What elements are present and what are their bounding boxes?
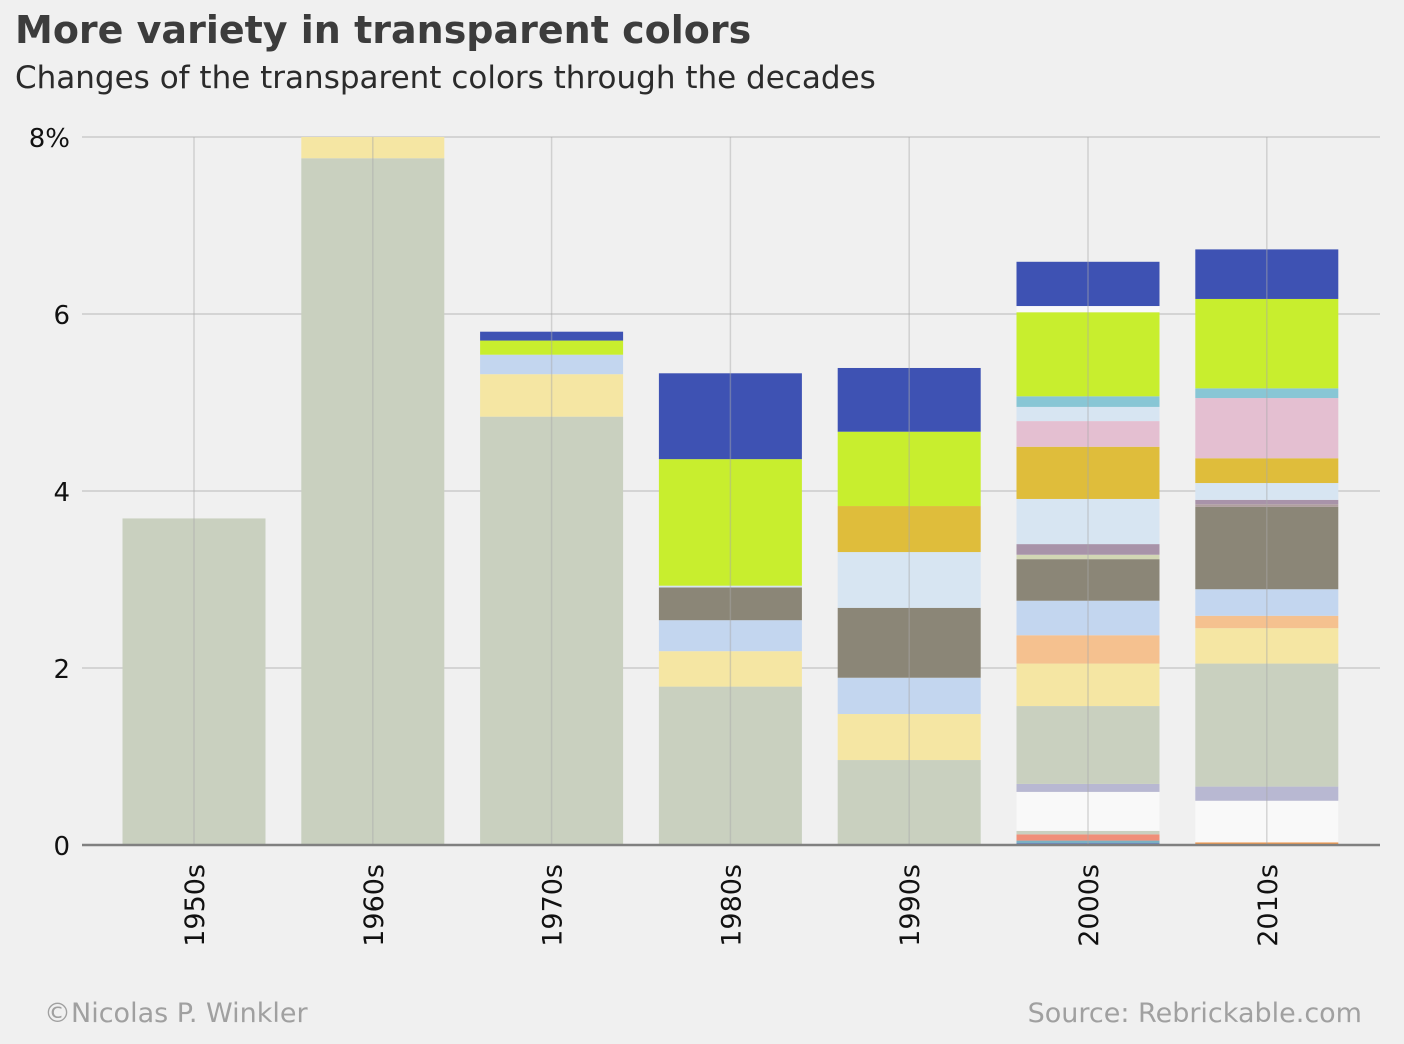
bar-segment — [1016, 791, 1160, 831]
bar-segment — [1195, 398, 1339, 459]
x-tick-label: 1950s — [180, 864, 211, 947]
footer-credit: ©Nicolas P. Winkler — [44, 998, 308, 1029]
bar-segment — [480, 331, 624, 341]
bar-segment — [837, 506, 981, 553]
bar-segment — [1195, 483, 1339, 500]
bar-segment — [658, 459, 802, 586]
overlay-layer: 0 2 4 6 8% 1950s 1960s 1970s 1980s 1990s 2000s 2010… — [29, 124, 1380, 947]
footer-source: Source: Rebrickable.com — [1027, 998, 1362, 1029]
bar-segment — [658, 686, 802, 845]
bar-segment — [1195, 499, 1339, 505]
bar-segment — [1195, 298, 1339, 389]
bar-segment — [1016, 544, 1160, 555]
bar-segment — [1016, 830, 1160, 835]
bar-segment — [1195, 458, 1339, 484]
bar-segment — [658, 587, 802, 621]
bar-segment — [1016, 554, 1160, 560]
bar-segment — [837, 714, 981, 761]
bar-segment — [301, 137, 445, 159]
bar-segment — [1016, 600, 1160, 636]
bar-segment — [480, 416, 624, 845]
bar-segment — [1195, 615, 1339, 629]
x-tick-label: 1990s — [895, 864, 926, 947]
bar-segment — [1016, 261, 1160, 307]
bar-segment — [658, 651, 802, 687]
bar-segment — [1195, 506, 1339, 590]
chart-subtitle: Changes of the transparent colors throug… — [15, 60, 876, 96]
bar-segment — [1016, 306, 1160, 313]
y-tick-label: 4 — [53, 478, 70, 508]
x-tick-label: 2000s — [1074, 864, 1105, 947]
bar-segment — [1195, 842, 1339, 845]
y-tick-label: 8% — [29, 124, 70, 154]
bar-segment — [301, 158, 445, 846]
bar-segment — [1016, 421, 1160, 447]
x-tick-label: 1970s — [538, 864, 569, 947]
bar-segment — [837, 552, 981, 608]
bar-segment — [837, 677, 981, 715]
bar-segment — [658, 585, 802, 588]
bar-segment — [1195, 786, 1339, 801]
bar-segment — [1195, 249, 1339, 299]
bar-segment — [1016, 446, 1160, 499]
bar-segment — [658, 620, 802, 652]
bar-segment — [480, 340, 624, 355]
bar-segment — [480, 374, 624, 417]
chart-title: More variety in transparent colors — [15, 8, 752, 52]
y-tick-label: 0 — [53, 832, 70, 862]
bar-segment — [1016, 706, 1160, 784]
bar-segment — [1016, 312, 1160, 397]
y-tick-label: 6 — [53, 301, 70, 331]
bar-segment — [122, 518, 266, 845]
bar-segment — [1016, 396, 1160, 407]
bar-segment — [837, 431, 981, 507]
x-tick-label: 2010s — [1253, 864, 1284, 947]
y-tick-label: 2 — [53, 655, 70, 685]
bar-segment — [1016, 406, 1160, 422]
bar-segment — [1195, 628, 1339, 664]
bar-segment — [480, 354, 624, 375]
bars-layer — [122, 137, 1339, 846]
bar-segment — [658, 373, 802, 460]
bar-segment — [1016, 834, 1160, 841]
bar-segment — [1195, 388, 1339, 399]
bar-segment — [1016, 840, 1160, 844]
bar-segment — [837, 607, 981, 678]
bar-segment — [1016, 635, 1160, 664]
bar-segment — [1195, 504, 1339, 507]
bar-segment — [837, 367, 981, 432]
bar-segment — [837, 760, 981, 845]
bar-segment — [1195, 663, 1339, 787]
x-tick-label: 1980s — [716, 864, 747, 947]
bar-segment — [1016, 498, 1160, 545]
bar-segment — [1016, 559, 1160, 601]
bar-segment — [1195, 589, 1339, 616]
bar-segment — [1016, 663, 1160, 707]
x-tick-label: 1960s — [359, 864, 390, 947]
bar-segment — [1016, 783, 1160, 792]
bar-segment — [1195, 800, 1339, 843]
